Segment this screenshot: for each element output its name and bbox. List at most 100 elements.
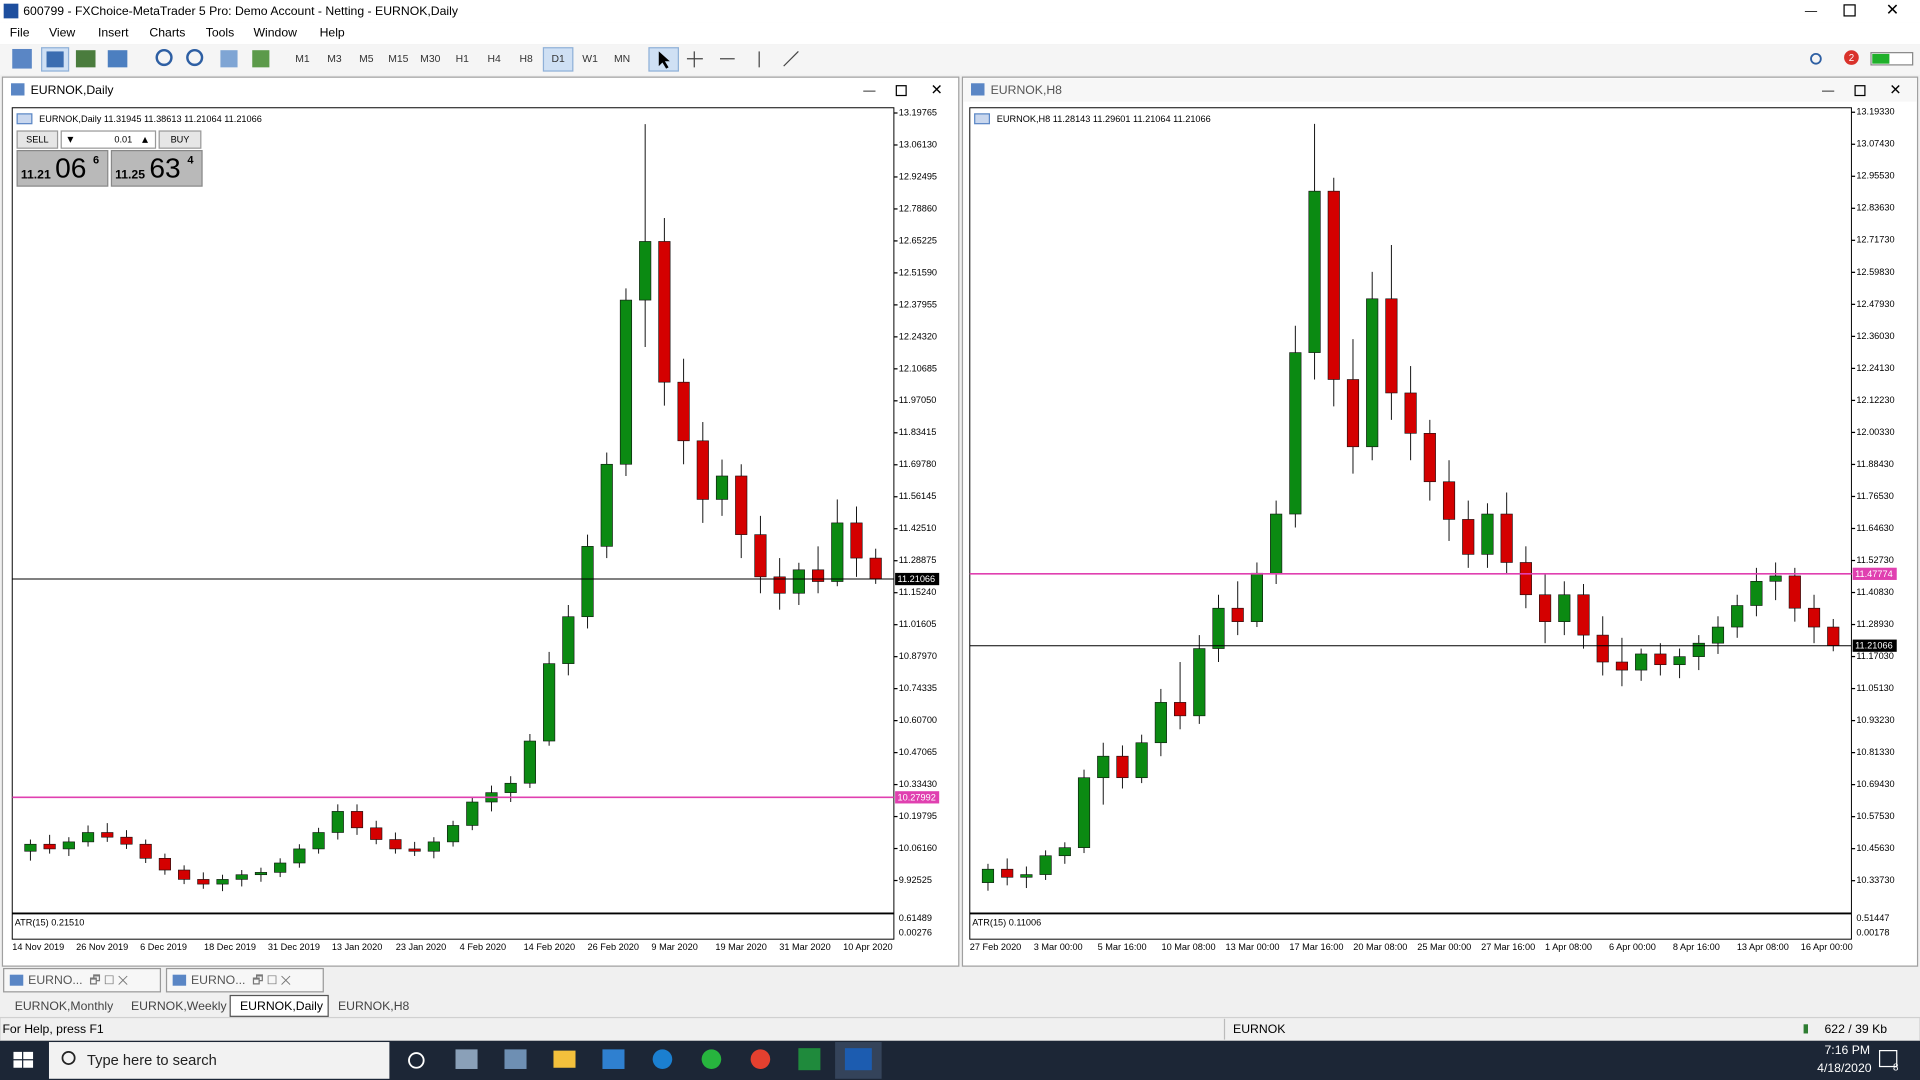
- app-icon[interactable]: [455, 1049, 478, 1069]
- zoom-in[interactable]: [155, 48, 173, 67]
- timeframe-button[interactable]: M3: [327, 54, 342, 65]
- menu-item[interactable]: Help: [320, 25, 345, 39]
- timeframe-button[interactable]: M1: [295, 54, 310, 65]
- date-label: 27 Feb 2020: [970, 942, 1022, 952]
- app-icon[interactable]: [652, 1049, 673, 1069]
- chart-minimize[interactable]: —: [863, 83, 876, 97]
- price-tick-label: 12.12230: [1856, 395, 1894, 405]
- price-tick-label: 11.05130: [1856, 683, 1894, 693]
- candle-body: [523, 740, 536, 784]
- date-label: 23 Jan 2020: [396, 942, 447, 952]
- minimize-button[interactable]: —: [1805, 3, 1818, 17]
- candle-body: [81, 832, 95, 843]
- search-placeholder[interactable]: Type here to search: [87, 1053, 217, 1069]
- sell-label[interactable]: SELL: [26, 135, 48, 145]
- timeframe-button[interactable]: MN: [614, 54, 630, 65]
- bid-price-box[interactable]: [16, 150, 109, 187]
- candle-body: [696, 440, 709, 500]
- candle-body: [139, 843, 152, 859]
- menu-item[interactable]: File: [10, 25, 30, 39]
- candle-body: [1116, 755, 1129, 779]
- chart-close[interactable]: ✕: [931, 82, 943, 98]
- candle-body: [504, 782, 517, 793]
- header-icon: [16, 113, 33, 125]
- timeframe-button[interactable]: H8: [520, 54, 534, 65]
- cortana[interactable]: [408, 1052, 425, 1069]
- price-tick-label: 12.78860: [899, 203, 937, 213]
- menu-item[interactable]: Tools: [206, 25, 235, 39]
- timeframe-button[interactable]: M15: [388, 54, 408, 65]
- timeframe-button[interactable]: M5: [359, 54, 374, 65]
- start-button[interactable]: [13, 1051, 34, 1068]
- search-box[interactable]: [48, 1042, 390, 1079]
- ask-price-box[interactable]: [110, 150, 203, 187]
- price-tick-label: 10.74335: [899, 683, 937, 693]
- candle-body: [1442, 481, 1456, 520]
- tool-icon[interactable]: [107, 50, 128, 68]
- maximize-button[interactable]: [1843, 4, 1856, 17]
- clock-time[interactable]: 7:16 PM: [1824, 1043, 1870, 1057]
- tab[interactable]: EURNOK,Monthly: [15, 999, 114, 1013]
- crosshair-tool[interactable]: [686, 51, 703, 68]
- volume-box[interactable]: [60, 130, 157, 149]
- notification-center[interactable]: [1878, 1050, 1898, 1068]
- chart-maximize[interactable]: [895, 85, 907, 97]
- chart-icon: [11, 83, 25, 96]
- price-tick-label: 12.00330: [1856, 427, 1894, 437]
- candle-body: [427, 841, 440, 852]
- price-tick-label: 11.64630: [1856, 523, 1894, 533]
- tool-icon[interactable]: [46, 51, 64, 68]
- menu-item[interactable]: Insert: [98, 25, 129, 39]
- candle-body: [869, 557, 882, 580]
- menu-item[interactable]: Window: [253, 25, 297, 39]
- timeframe-button[interactable]: D1: [551, 54, 565, 65]
- minimized-title[interactable]: EURNO...: [191, 973, 245, 987]
- timeframe-button[interactable]: H4: [488, 54, 502, 65]
- timeframe-button[interactable]: H1: [456, 54, 470, 65]
- search-icon[interactable]: [1810, 52, 1822, 65]
- app-icon[interactable]: [844, 1048, 872, 1071]
- tab[interactable]: EURNOK,Weekly: [131, 999, 228, 1013]
- chart-maximize[interactable]: [1854, 85, 1866, 97]
- menu-item[interactable]: Charts: [149, 25, 185, 39]
- candle-body: [619, 299, 633, 465]
- trend-tool[interactable]: [783, 50, 799, 67]
- bid-big: 06: [55, 153, 86, 184]
- close-button[interactable]: ✕: [1886, 2, 1899, 19]
- buy-button[interactable]: [158, 130, 202, 149]
- app-icon[interactable]: [602, 1049, 625, 1069]
- app-icon[interactable]: [798, 1048, 821, 1071]
- menu-item[interactable]: View: [49, 25, 75, 39]
- chart-minimize[interactable]: —: [1822, 83, 1835, 97]
- clock-date[interactable]: 4/18/2020: [1817, 1061, 1872, 1075]
- minimized-window[interactable]: [165, 967, 324, 993]
- date-label: 6 Apr 00:00: [1609, 942, 1656, 952]
- tab[interactable]: EURNOK,Daily: [240, 999, 324, 1013]
- volume-value[interactable]: 0.01: [114, 135, 132, 145]
- candle-body: [1500, 513, 1513, 563]
- tool-icon[interactable]: [252, 50, 270, 68]
- app-icon[interactable]: [504, 1049, 527, 1069]
- zoom-out[interactable]: [186, 48, 204, 67]
- timeframe-button[interactable]: M30: [420, 54, 440, 65]
- price-line-tag: [895, 572, 940, 586]
- price-tick-label: 11.88430: [1856, 459, 1894, 469]
- candle-body: [1807, 607, 1821, 628]
- menu-bar: [0, 22, 1920, 45]
- date-label: 9 Mar 2020: [651, 942, 697, 952]
- candle-body: [1135, 742, 1148, 779]
- chart-close[interactable]: ✕: [1889, 82, 1901, 98]
- minimized-window[interactable]: [3, 967, 162, 993]
- timeframe-button[interactable]: W1: [582, 54, 598, 65]
- app-icon[interactable]: [750, 1049, 771, 1069]
- buy-label[interactable]: BUY: [171, 135, 190, 145]
- tool-icon[interactable]: [220, 50, 238, 68]
- minimized-title[interactable]: EURNO...: [28, 973, 82, 987]
- sell-button[interactable]: [16, 130, 59, 149]
- candle-body: [1462, 519, 1475, 555]
- app-icon[interactable]: [553, 1050, 576, 1068]
- app-icon[interactable]: [701, 1049, 722, 1069]
- tool-icon[interactable]: [75, 50, 96, 68]
- tab[interactable]: EURNOK,H8: [338, 999, 410, 1013]
- tool-icon[interactable]: [12, 48, 32, 69]
